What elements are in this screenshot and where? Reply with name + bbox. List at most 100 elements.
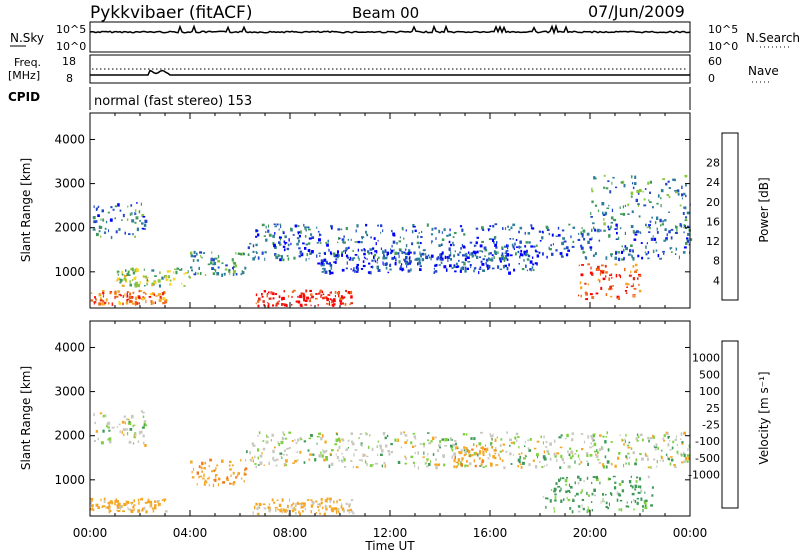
data-cell [609,190,612,194]
data-cell [681,193,684,197]
data-cell [162,302,166,305]
data-cell [338,459,340,462]
data-cell [107,501,111,505]
data-cell [377,269,381,272]
data-cell [506,244,509,248]
data-cell [417,235,419,239]
data-cell [567,465,571,469]
data-cell [389,263,392,267]
data-cell [486,447,489,451]
data-cell [478,271,480,275]
data-cell [130,204,133,207]
data-cell [598,434,602,437]
data-cell [100,302,103,306]
data-cell [451,267,454,269]
data-cell [105,506,107,509]
data-cell [610,225,612,229]
data-cell [644,188,647,190]
data-cell [380,231,382,234]
data-cell [540,435,542,438]
data-cell [117,290,120,293]
data-cell [340,505,343,509]
data-cell [582,507,585,511]
data-cell [384,464,387,468]
data-cell [461,243,463,247]
data-cell [679,204,682,207]
data-cell [632,229,635,234]
data-cell [430,233,434,236]
data-cell [304,226,307,229]
data-cell [660,224,662,227]
data-cell [285,508,287,511]
data-cell [120,505,123,508]
data-cell [377,256,380,259]
data-cell [277,254,281,257]
data-cell [206,477,210,480]
data-cell [581,233,584,236]
data-cell [565,490,568,494]
data-cell [683,231,685,234]
data-cell [195,252,198,256]
data-cell [479,266,482,269]
data-cell [200,466,203,470]
data-cell [443,463,446,467]
data-cell [324,499,328,503]
data-cell [139,430,143,434]
data-cell [639,232,642,234]
data-cell [578,232,580,235]
data-cell [382,432,386,436]
data-cell [164,276,167,279]
data-cell [90,292,93,294]
data-cell [419,242,422,245]
data-cell [656,460,658,464]
data-cell [608,277,611,281]
data-cell [531,256,534,259]
data-cell [465,255,468,258]
data-cell [580,244,583,248]
data-cell [524,254,528,257]
data-cell [524,231,526,235]
data-cell [409,251,412,254]
data-cell [298,234,301,238]
data-cell [321,434,324,438]
data-cell [129,283,132,287]
data-cell [614,263,618,266]
data-cell [661,223,664,226]
data-cell [660,189,664,193]
data-cell [255,293,258,297]
data-cell [619,434,621,436]
data-cell [519,253,523,257]
data-cell [595,455,599,459]
data-cell [408,260,412,264]
data-cell [204,479,207,484]
data-cell [157,293,160,297]
data-cell [457,458,461,462]
data-cell [281,511,284,514]
data-cell [271,498,274,502]
data-cell [628,480,632,484]
data-cell [549,457,552,461]
data-cell [462,433,466,436]
data-cell [97,205,100,208]
data-cell [126,418,130,421]
data-cell [284,242,288,244]
data-cell [506,244,508,248]
data-cell [367,251,370,254]
data-cell [457,463,460,466]
data-cell [316,435,320,438]
data-cell [133,507,135,512]
data-cell [517,436,520,438]
data-cell [102,291,105,295]
data-cell [619,206,621,209]
data-cell [349,290,353,294]
data-cell [593,442,597,447]
data-cell [527,254,531,258]
data-cell [577,510,581,513]
data-cell [605,187,609,190]
data-cell [400,265,402,269]
data-cell [318,252,321,255]
data-cell [515,252,517,256]
data-cell [375,242,377,246]
data-cell [566,476,568,479]
